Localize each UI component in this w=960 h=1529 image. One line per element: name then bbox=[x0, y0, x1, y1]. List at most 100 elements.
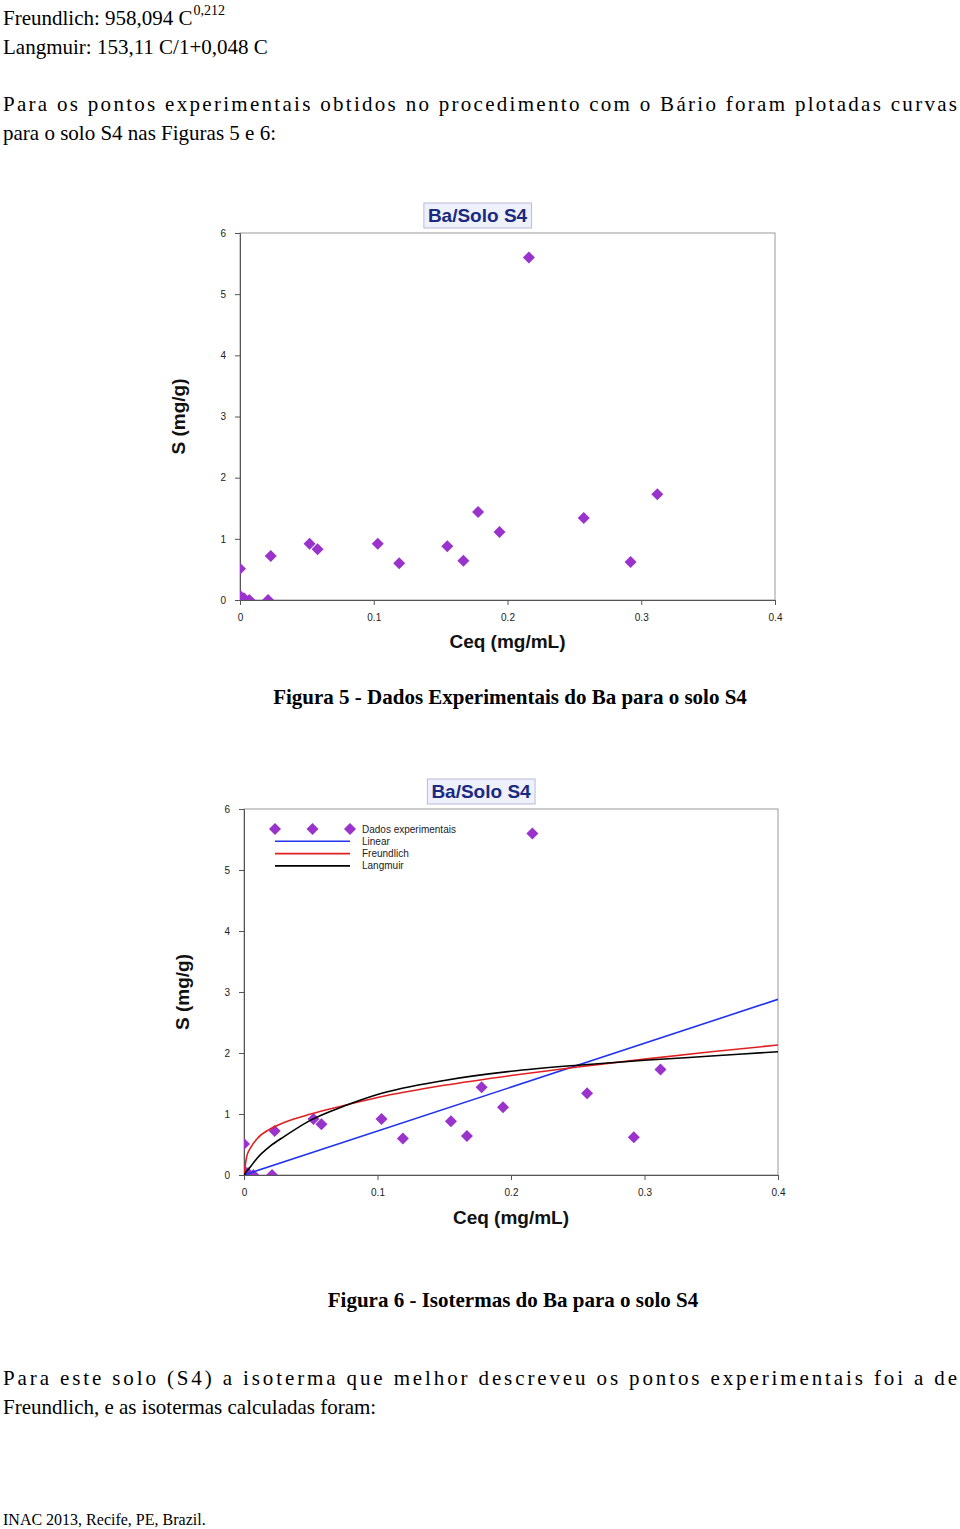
legend-swatch bbox=[275, 865, 350, 867]
tick: 2 bbox=[224, 1048, 244, 1059]
tick-mark bbox=[239, 992, 244, 993]
tick-mark bbox=[378, 1175, 379, 1180]
tick-label: 0.2 bbox=[501, 612, 515, 623]
tick-label: 2 bbox=[220, 472, 226, 483]
axis-line bbox=[245, 1176, 779, 1181]
tick: 1 bbox=[220, 534, 240, 545]
series-line bbox=[244, 1045, 778, 1175]
chart: 00.10.20.30.40123456Ba/Solo S4Ceq (mg/mL… bbox=[172, 779, 786, 1228]
tick: 0.4 bbox=[772, 1175, 786, 1198]
data-point bbox=[476, 1081, 488, 1093]
data-point bbox=[265, 550, 277, 562]
plot-frame bbox=[244, 809, 778, 1175]
tick-mark bbox=[239, 1053, 244, 1054]
tick: 6 bbox=[224, 804, 244, 815]
data-point bbox=[628, 1131, 640, 1143]
data-point bbox=[393, 557, 405, 569]
legend-swatch bbox=[307, 823, 319, 835]
plot-area bbox=[244, 827, 778, 1175]
tick-mark bbox=[235, 294, 240, 295]
tick: 6 bbox=[220, 228, 240, 239]
tick-label: 0 bbox=[238, 612, 244, 623]
legend: Dados experimentaisLinearFreundlichLangm… bbox=[269, 823, 456, 871]
plot-frame bbox=[240, 233, 775, 600]
tick: 3 bbox=[220, 411, 240, 422]
tick-label: 3 bbox=[224, 987, 230, 998]
tick-label: 0 bbox=[220, 595, 226, 606]
figure-caption: Figura 6 - Isotermas do Ba para o solo S… bbox=[328, 1288, 699, 1312]
y-axis-title: S (mg/g) bbox=[172, 954, 193, 1030]
axis-line bbox=[235, 234, 241, 601]
data-point bbox=[493, 526, 505, 538]
data-point bbox=[244, 1138, 250, 1150]
legend-swatch bbox=[275, 840, 350, 842]
tick-mark bbox=[641, 600, 642, 605]
y-axis: 0 1 2 3 4 5 6 bbox=[220, 228, 240, 606]
tick: 4 bbox=[224, 926, 244, 937]
legend-label: Dados experimentais bbox=[362, 824, 456, 835]
page: Freundlich: 958,094 C0,212Langmuir: 153,… bbox=[0, 0, 960, 1529]
tick-label: 3 bbox=[220, 411, 226, 422]
x-axis-title: Ceq (mg/mL) bbox=[449, 631, 565, 652]
data-point bbox=[312, 543, 324, 555]
data-point bbox=[397, 1132, 409, 1144]
legend-swatch bbox=[269, 823, 281, 835]
tick-label: 5 bbox=[220, 289, 226, 300]
axis-line bbox=[241, 601, 776, 606]
tick-label: 4 bbox=[224, 926, 230, 937]
legend-label: Langmuir bbox=[362, 860, 404, 871]
tick-label: 0 bbox=[224, 1170, 230, 1181]
tick: 0.3 bbox=[635, 600, 649, 623]
tick: 0 bbox=[238, 600, 244, 623]
data-point bbox=[578, 512, 590, 524]
tick: 5 bbox=[224, 865, 244, 876]
tick-label: 0.3 bbox=[635, 612, 649, 623]
tick-mark bbox=[239, 870, 244, 871]
tick: 0.1 bbox=[371, 1175, 385, 1198]
data-point bbox=[243, 594, 255, 600]
tick-mark bbox=[511, 1175, 512, 1180]
x-axis-title: Ceq (mg/mL) bbox=[453, 1207, 569, 1228]
tick-mark bbox=[235, 417, 240, 418]
chart: 0 0.1 0.2 0.3 0.4 0 1 2 3 4 5 6 Ba/Solo S4 Ceq (mg/mL… bbox=[168, 203, 783, 652]
y-axis-title: S (mg/g) bbox=[168, 379, 189, 455]
tick-mark bbox=[235, 355, 240, 356]
tick-mark bbox=[775, 600, 776, 605]
legend-label: Linear bbox=[362, 836, 390, 847]
tick-mark bbox=[235, 539, 240, 540]
tick-label: 0 bbox=[242, 1187, 248, 1198]
data-point bbox=[625, 556, 637, 568]
tick: 0.1 bbox=[367, 600, 381, 623]
tick: 0.2 bbox=[505, 1175, 519, 1198]
data-point bbox=[315, 1118, 327, 1130]
figure-caption: Figura 5 - Dados Experimentais do Ba par… bbox=[273, 685, 747, 709]
formula-superscript: 0,212 bbox=[194, 3, 226, 18]
legend-swatch bbox=[275, 853, 350, 855]
tick: 0.2 bbox=[501, 600, 515, 623]
chart-title: Ba/Solo S4 bbox=[431, 781, 531, 802]
formula-line: Langmuir: 153,11 C/1+0,048 C bbox=[3, 35, 268, 59]
tick-label: 0.4 bbox=[772, 1187, 786, 1198]
tick-mark bbox=[239, 931, 244, 932]
data-point bbox=[523, 251, 535, 263]
paragraph-line: Freundlich, e as isotermas calculadas fo… bbox=[3, 1395, 376, 1419]
data-point bbox=[457, 555, 469, 567]
title-box: Ba/Solo S4 bbox=[427, 779, 535, 804]
tick-label: 1 bbox=[224, 1109, 230, 1120]
axis-line bbox=[239, 810, 245, 1176]
tick: 4 bbox=[220, 350, 240, 361]
tick-mark bbox=[239, 809, 244, 810]
data-point bbox=[266, 1169, 278, 1175]
tick: 0 bbox=[224, 1170, 244, 1181]
chart-title: Ba/Solo S4 bbox=[428, 205, 528, 226]
y-axis: 0 1 2 3 4 5 6 bbox=[224, 804, 244, 1181]
paragraph-line: para o solo S4 nas Figuras 5 e 6: bbox=[3, 121, 276, 145]
data-point bbox=[461, 1130, 473, 1142]
tick-label: 0.4 bbox=[769, 612, 783, 623]
data-point bbox=[655, 1063, 667, 1075]
plot-area bbox=[240, 251, 663, 600]
tick-mark bbox=[508, 600, 509, 605]
data-point bbox=[472, 506, 484, 518]
tick: 2 bbox=[220, 472, 240, 483]
legend-label: Freundlich bbox=[362, 848, 409, 859]
